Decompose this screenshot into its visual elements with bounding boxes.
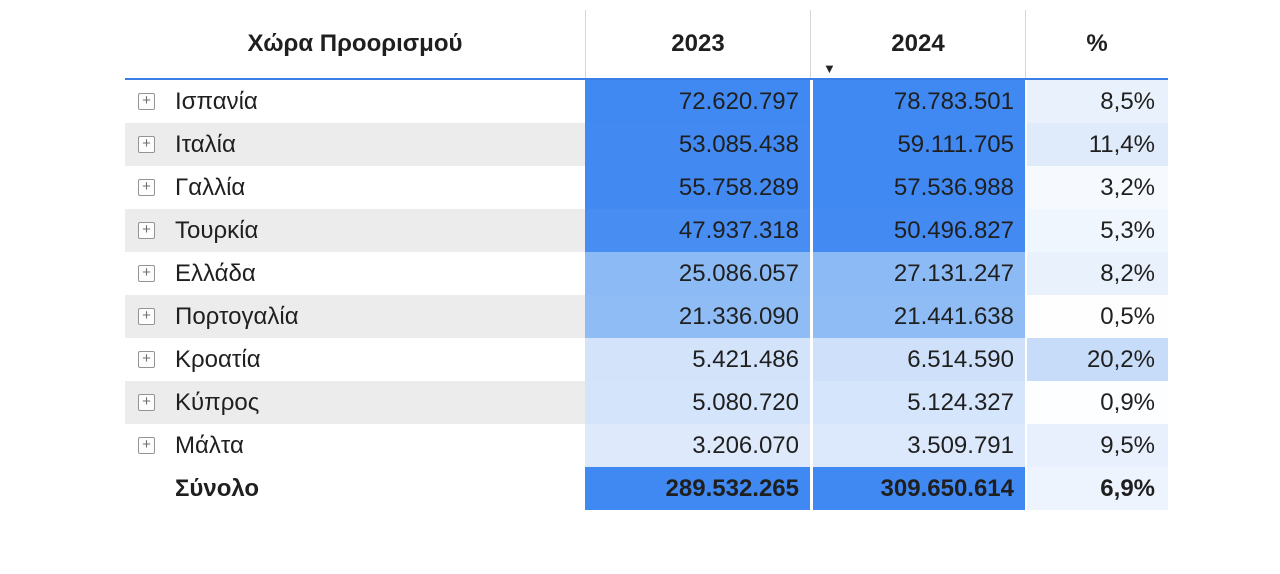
expand-icon[interactable]: +: [138, 222, 155, 239]
pct-cell[interactable]: 11,4%: [1025, 123, 1168, 166]
pct-cell[interactable]: 3,2%: [1025, 166, 1168, 209]
table-row: + Κροατία 5.421.486 6.514.590 20,2%: [125, 338, 1168, 381]
expand-icon[interactable]: +: [138, 265, 155, 282]
table-row: + Πορτογαλία 21.336.090 21.441.638 0,5%: [125, 295, 1168, 338]
pct-cell[interactable]: 0,9%: [1025, 381, 1168, 424]
pct-cell[interactable]: 8,5%: [1025, 80, 1168, 123]
country-cell[interactable]: + Ελλάδα: [125, 252, 585, 295]
country-cell[interactable]: + Πορτογαλία: [125, 295, 585, 338]
value-2023-cell[interactable]: 53.085.438: [585, 123, 810, 166]
expand-icon[interactable]: +: [138, 136, 155, 153]
country-label: Κύπρος: [175, 389, 260, 416]
country-cell[interactable]: + Κροατία: [125, 338, 585, 381]
table-header-row: Χώρα Προορισμού 2023 2024 ▼ %: [125, 10, 1168, 80]
country-label: Γαλλία: [175, 174, 246, 201]
value-2024-cell[interactable]: 3.509.791: [810, 424, 1025, 467]
table-row: + Κύπρος 5.080.720 5.124.327 0,9%: [125, 381, 1168, 424]
table-row: + Ελλάδα 25.086.057 27.131.247 8,2%: [125, 252, 1168, 295]
pct-cell[interactable]: 20,2%: [1025, 338, 1168, 381]
value-2023-cell[interactable]: 72.620.797: [585, 80, 810, 123]
value-2024-cell[interactable]: 21.441.638: [810, 295, 1025, 338]
value-2023-cell[interactable]: 3.206.070: [585, 424, 810, 467]
expand-icon[interactable]: +: [138, 93, 155, 110]
country-label: Ιταλία: [175, 131, 236, 158]
expand-icon[interactable]: +: [138, 351, 155, 368]
country-label: Ελλάδα: [175, 260, 256, 287]
value-2023-cell[interactable]: 55.758.289: [585, 166, 810, 209]
value-2023-cell[interactable]: 25.086.057: [585, 252, 810, 295]
value-2023-cell[interactable]: 21.336.090: [585, 295, 810, 338]
total-label: Σύνολο: [175, 475, 260, 502]
country-cell[interactable]: + Τουρκία: [125, 209, 585, 252]
header-percent[interactable]: %: [1025, 10, 1168, 78]
header-2024[interactable]: 2024 ▼: [810, 10, 1025, 78]
country-cell[interactable]: + Μάλτα: [125, 424, 585, 467]
total-2024-cell[interactable]: 309.650.614: [810, 467, 1025, 510]
country-cell[interactable]: + Ισπανία: [125, 80, 585, 123]
pct-cell[interactable]: 8,2%: [1025, 252, 1168, 295]
country-label: Ισπανία: [175, 88, 258, 115]
pct-cell[interactable]: 0,5%: [1025, 295, 1168, 338]
total-label-cell: Σύνολο: [125, 467, 585, 510]
table-row: + Μάλτα 3.206.070 3.509.791 9,5%: [125, 424, 1168, 467]
country-label: Πορτογαλία: [175, 303, 299, 330]
value-2024-cell[interactable]: 78.783.501: [810, 80, 1025, 123]
total-2023-cell[interactable]: 289.532.265: [585, 467, 810, 510]
value-2023-cell[interactable]: 5.080.720: [585, 381, 810, 424]
country-cell[interactable]: + Γαλλία: [125, 166, 585, 209]
country-cell[interactable]: + Κύπρος: [125, 381, 585, 424]
value-2024-cell[interactable]: 59.111.705: [810, 123, 1025, 166]
expand-icon[interactable]: +: [138, 394, 155, 411]
pct-cell[interactable]: 9,5%: [1025, 424, 1168, 467]
country-label: Τουρκία: [175, 217, 259, 244]
value-2023-cell[interactable]: 47.937.318: [585, 209, 810, 252]
expand-icon[interactable]: +: [138, 179, 155, 196]
sort-descending-icon[interactable]: ▼: [823, 61, 836, 76]
value-2024-cell[interactable]: 5.124.327: [810, 381, 1025, 424]
value-2024-cell[interactable]: 50.496.827: [810, 209, 1025, 252]
header-2023[interactable]: 2023: [585, 10, 810, 78]
table-row: + Τουρκία 47.937.318 50.496.827 5,3%: [125, 209, 1168, 252]
value-2023-cell[interactable]: 5.421.486: [585, 338, 810, 381]
pct-cell[interactable]: 5,3%: [1025, 209, 1168, 252]
matrix-table: Χώρα Προορισμού 2023 2024 ▼ % + Ισπανία …: [125, 10, 1168, 510]
value-2024-cell[interactable]: 27.131.247: [810, 252, 1025, 295]
table-row: + Γαλλία 55.758.289 57.536.988 3,2%: [125, 166, 1168, 209]
country-label: Κροατία: [175, 346, 261, 373]
value-2024-cell[interactable]: 57.536.988: [810, 166, 1025, 209]
country-cell[interactable]: + Ιταλία: [125, 123, 585, 166]
total-pct-cell[interactable]: 6,9%: [1025, 467, 1168, 510]
table-total-row: Σύνολο 289.532.265 309.650.614 6,9%: [125, 467, 1168, 510]
table-body: + Ισπανία 72.620.797 78.783.501 8,5% + Ι…: [125, 80, 1168, 467]
table-row: + Ισπανία 72.620.797 78.783.501 8,5%: [125, 80, 1168, 123]
header-country[interactable]: Χώρα Προορισμού: [125, 10, 585, 78]
expand-icon[interactable]: +: [138, 308, 155, 325]
header-2024-label: 2024: [891, 30, 945, 57]
expand-icon[interactable]: +: [138, 437, 155, 454]
country-label: Μάλτα: [175, 432, 244, 459]
table-row: + Ιταλία 53.085.438 59.111.705 11,4%: [125, 123, 1168, 166]
value-2024-cell[interactable]: 6.514.590: [810, 338, 1025, 381]
